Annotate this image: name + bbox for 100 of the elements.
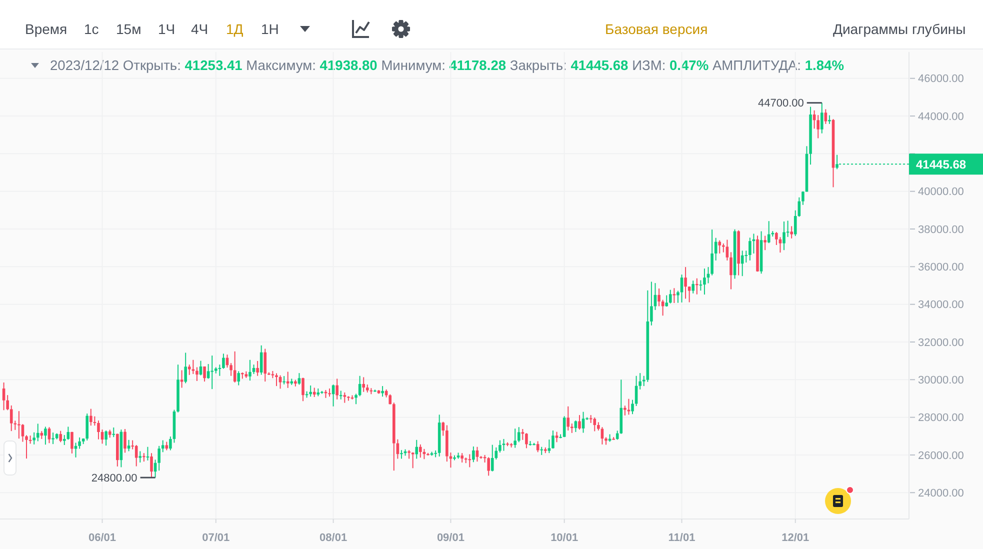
candlestick (696, 278, 698, 295)
x-tick-label: 11/01 (668, 532, 696, 544)
candlestick (218, 364, 222, 376)
candlestick (298, 372, 301, 386)
y-tick-label: 34000.00 (918, 299, 964, 312)
candlestick (562, 416, 566, 438)
candlestick (196, 366, 198, 382)
candlestick (52, 432, 54, 445)
annotation: 41445.68 (916, 157, 966, 172)
candlestick (748, 237, 752, 261)
text: Базовая версия (605, 21, 708, 37)
candlestick (312, 387, 316, 398)
x-tick-label: 09/01 (436, 532, 464, 544)
candlestick (206, 364, 210, 380)
candlestick (210, 355, 214, 390)
candlestick (134, 444, 138, 467)
candlestick (336, 378, 338, 400)
candlestick (264, 348, 267, 382)
candlestick (309, 384, 312, 398)
x-tick-label: 06/01 (88, 532, 116, 544)
candlestick (48, 426, 51, 444)
candlestick (104, 430, 108, 446)
candlestick (476, 446, 479, 462)
candlestick (161, 440, 164, 453)
candlestick (278, 374, 282, 390)
candlestick (680, 274, 684, 303)
annotation: 44700.00 (758, 98, 804, 110)
candlestick (552, 430, 554, 450)
candlestick (816, 114, 820, 139)
candlestick (578, 414, 581, 430)
candlestick (97, 420, 100, 440)
candlestick (778, 236, 782, 254)
candlestick (203, 366, 206, 382)
text: 2023/12/12 Открыть: 41253.41 Максимум: 41938.80 Минимум: 41178.28 Закрыть: 41445.68 ИЗМ: 0.47% АМПЛИТУДА: 1.84% (50, 58, 844, 73)
y-tick-label: 46000.00 (918, 73, 964, 86)
candlestick (70, 431, 74, 454)
candlestick (764, 235, 766, 251)
y-tick-label: 40000.00 (918, 186, 964, 198)
candlestick (419, 444, 422, 458)
text: Время (25, 21, 68, 37)
candlestick (282, 376, 286, 385)
candlestick (222, 353, 225, 370)
candlestick (442, 421, 445, 436)
candlestick (593, 417, 596, 432)
y-tick-label: 26000.00 (918, 450, 964, 462)
candlestick (286, 371, 290, 388)
candlestick (650, 281, 653, 326)
candlestick (2, 382, 6, 411)
text: 4Ч (191, 21, 208, 37)
y-tick-label: 30000.00 (918, 374, 964, 387)
candlestick (703, 268, 706, 296)
candlestick (59, 430, 62, 443)
x-tick-label: 07/01 (202, 532, 230, 544)
candlestick (517, 426, 520, 443)
candlestick (150, 452, 153, 478)
candlestick (536, 440, 540, 453)
text: 1Ч (158, 21, 176, 37)
text: Диаграммы глубины (833, 21, 966, 37)
candlestick (692, 280, 695, 294)
candlestick (32, 432, 36, 445)
candlestick (388, 394, 392, 405)
candlestick (790, 226, 793, 239)
candlestick (112, 426, 116, 438)
text: 15м (116, 21, 142, 37)
candlestick (146, 446, 150, 461)
candlestick (362, 376, 365, 392)
candlestick (676, 290, 680, 304)
text: 1Н (261, 21, 279, 37)
text: 1с (84, 21, 99, 37)
candlestick (566, 406, 570, 431)
candlestick (570, 423, 574, 434)
candlestick (10, 404, 13, 432)
candlestick (802, 190, 804, 206)
candlestick (487, 456, 490, 476)
candlestick (252, 364, 256, 375)
y-tick-label: 32000.00 (918, 336, 964, 349)
candlestick (415, 439, 418, 460)
candlestick (631, 399, 634, 415)
candlestick (718, 240, 722, 254)
x-tick-label: 08/01 (320, 532, 348, 544)
y-tick-label: 38000.00 (918, 224, 964, 236)
candlestick (514, 428, 516, 448)
candlestick (582, 411, 585, 434)
candlestick (658, 288, 660, 307)
y-tick-label: 36000.00 (918, 262, 964, 274)
candlestick (684, 266, 687, 300)
candlestick (86, 413, 89, 441)
candlestick (44, 426, 47, 446)
candlestick (730, 252, 732, 290)
candlestick (782, 220, 786, 251)
candlestick (472, 446, 475, 463)
candlestick (672, 288, 676, 304)
candlestick (90, 408, 92, 426)
candlestick (74, 442, 78, 458)
candlestick (726, 239, 729, 261)
candlestick (836, 154, 838, 170)
y-tick-label: 28000.00 (918, 412, 964, 424)
candlestick (468, 454, 472, 468)
candlestick (460, 452, 464, 464)
candlestick (256, 360, 259, 376)
